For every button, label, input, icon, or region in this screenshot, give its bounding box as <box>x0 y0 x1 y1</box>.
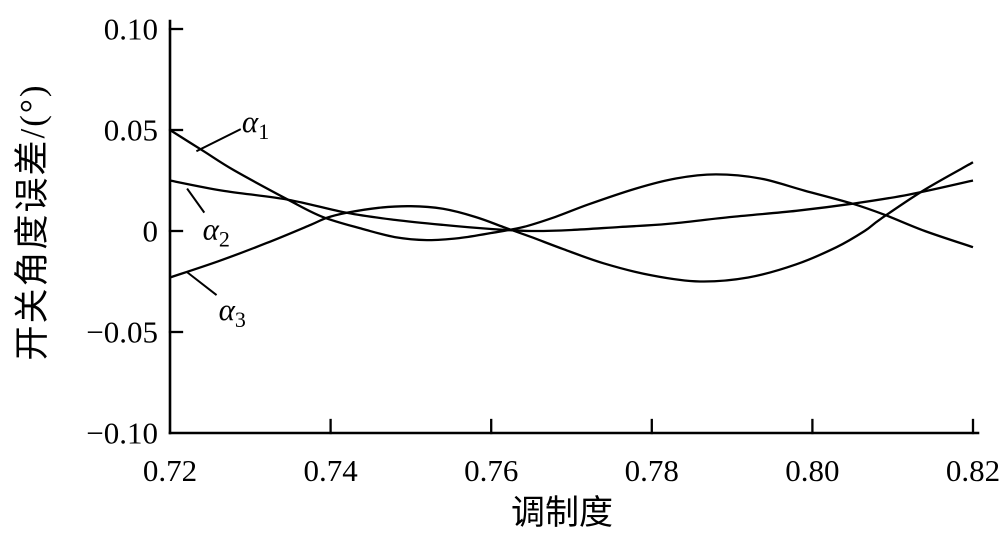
x-tick-label: 0.80 <box>785 453 839 488</box>
y-tick-label: 0 <box>143 214 159 249</box>
curve-label-subscript: 3 <box>235 307 246 332</box>
curve-label-alpha-2: α2 <box>203 211 230 251</box>
x-tick-label: 0.82 <box>946 453 1000 488</box>
label-leader-alpha-3 <box>186 271 218 296</box>
curve-label-base: α <box>242 104 259 139</box>
curve-label-subscript: 2 <box>219 226 230 251</box>
y-tick-label: −0.05 <box>86 315 158 350</box>
y-tick-label: −0.10 <box>86 416 158 451</box>
plot-area: 0.10 0.05 0 −0.05 −0.100.72 0.74 0.76 0.78 0.80 0… <box>86 12 1000 489</box>
curve-alpha-1 <box>169 129 974 249</box>
curve-label-base: α <box>203 211 220 246</box>
x-axis-title: 调制度 <box>511 494 613 532</box>
label-leader-alpha-2 <box>186 187 206 214</box>
curve-label-alpha-1: α1 <box>242 104 269 144</box>
curve-alpha-3 <box>169 161 974 283</box>
y-axis-title: 开关角度误差/(°) <box>13 83 52 360</box>
curve-label-alpha-3: α3 <box>219 292 246 332</box>
x-tick-label: 0.72 <box>143 453 197 488</box>
x-tick-label: 0.76 <box>464 453 518 488</box>
x-tick-label: 0.78 <box>625 453 679 488</box>
curve-alpha-2 <box>169 179 974 233</box>
y-tick-label: 0.05 <box>104 113 158 148</box>
label-leader-alpha-1 <box>195 128 242 153</box>
curve-label-base: α <box>219 292 236 327</box>
x-tick-label: 0.74 <box>303 453 358 488</box>
curve-label-subscript: 1 <box>258 119 269 144</box>
y-tick-label: 0.10 <box>104 12 158 47</box>
